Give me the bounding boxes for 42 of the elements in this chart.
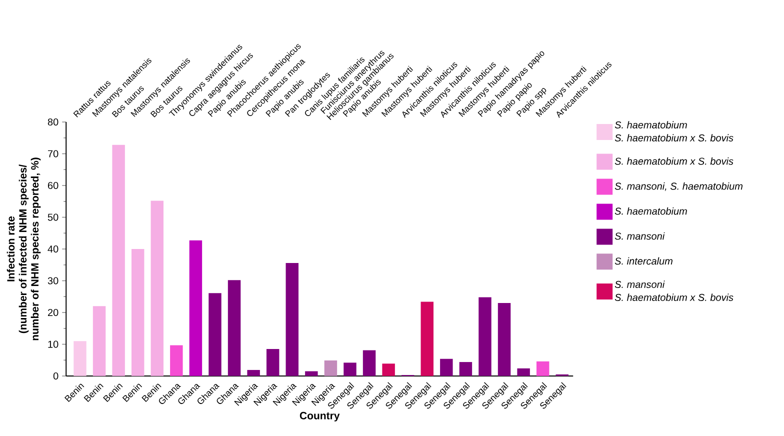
bar <box>74 341 86 376</box>
bar <box>266 349 280 376</box>
bar <box>459 362 472 376</box>
legend-label: S. mansoni S. haematobium x S. bovis <box>614 280 734 301</box>
bar <box>362 350 376 376</box>
y-tick-label: 80 <box>48 118 58 126</box>
bar <box>189 240 202 376</box>
bar <box>536 361 550 376</box>
bar <box>131 249 144 376</box>
y-tick-label: 50 <box>48 214 58 221</box>
bar <box>440 358 453 376</box>
y-tick-label: 40 <box>48 245 58 253</box>
bar <box>498 302 511 376</box>
bar <box>382 364 395 376</box>
y-tick-label: 0 <box>53 372 58 380</box>
legend-label: S. haematobium S. haematobium x S. bovis <box>614 121 734 142</box>
bar <box>228 280 241 376</box>
y-axis-title: Infection rate (number of infected NHM species/ number of NHM species reported, %) <box>6 158 41 340</box>
bar <box>170 345 183 376</box>
bar <box>517 368 530 376</box>
bar <box>344 362 356 376</box>
bar <box>478 297 492 376</box>
bar <box>92 306 106 376</box>
bar <box>112 144 125 376</box>
bar <box>208 293 222 376</box>
bar <box>420 302 434 376</box>
legend-label: S. mansoni <box>614 232 665 240</box>
bar <box>305 371 318 376</box>
legend-label: S. mansoni, S. haematobium <box>614 182 742 191</box>
legend-label: S. haematobium x S. bovis <box>614 157 734 165</box>
legend-label: S. intercalum <box>614 257 672 265</box>
y-tick-label: 70 <box>48 150 58 158</box>
bar <box>247 370 260 376</box>
y-tick-label: 20 <box>48 308 58 316</box>
x-axis-title: Country <box>300 412 340 422</box>
bar <box>150 200 164 376</box>
y-tick-label: 60 <box>48 182 58 190</box>
legend-label: S. haematobium <box>614 207 687 215</box>
y-tick-label: 30 <box>48 277 58 284</box>
bar <box>324 360 338 376</box>
y-tick-label: 10 <box>48 340 58 348</box>
bar <box>286 262 299 376</box>
